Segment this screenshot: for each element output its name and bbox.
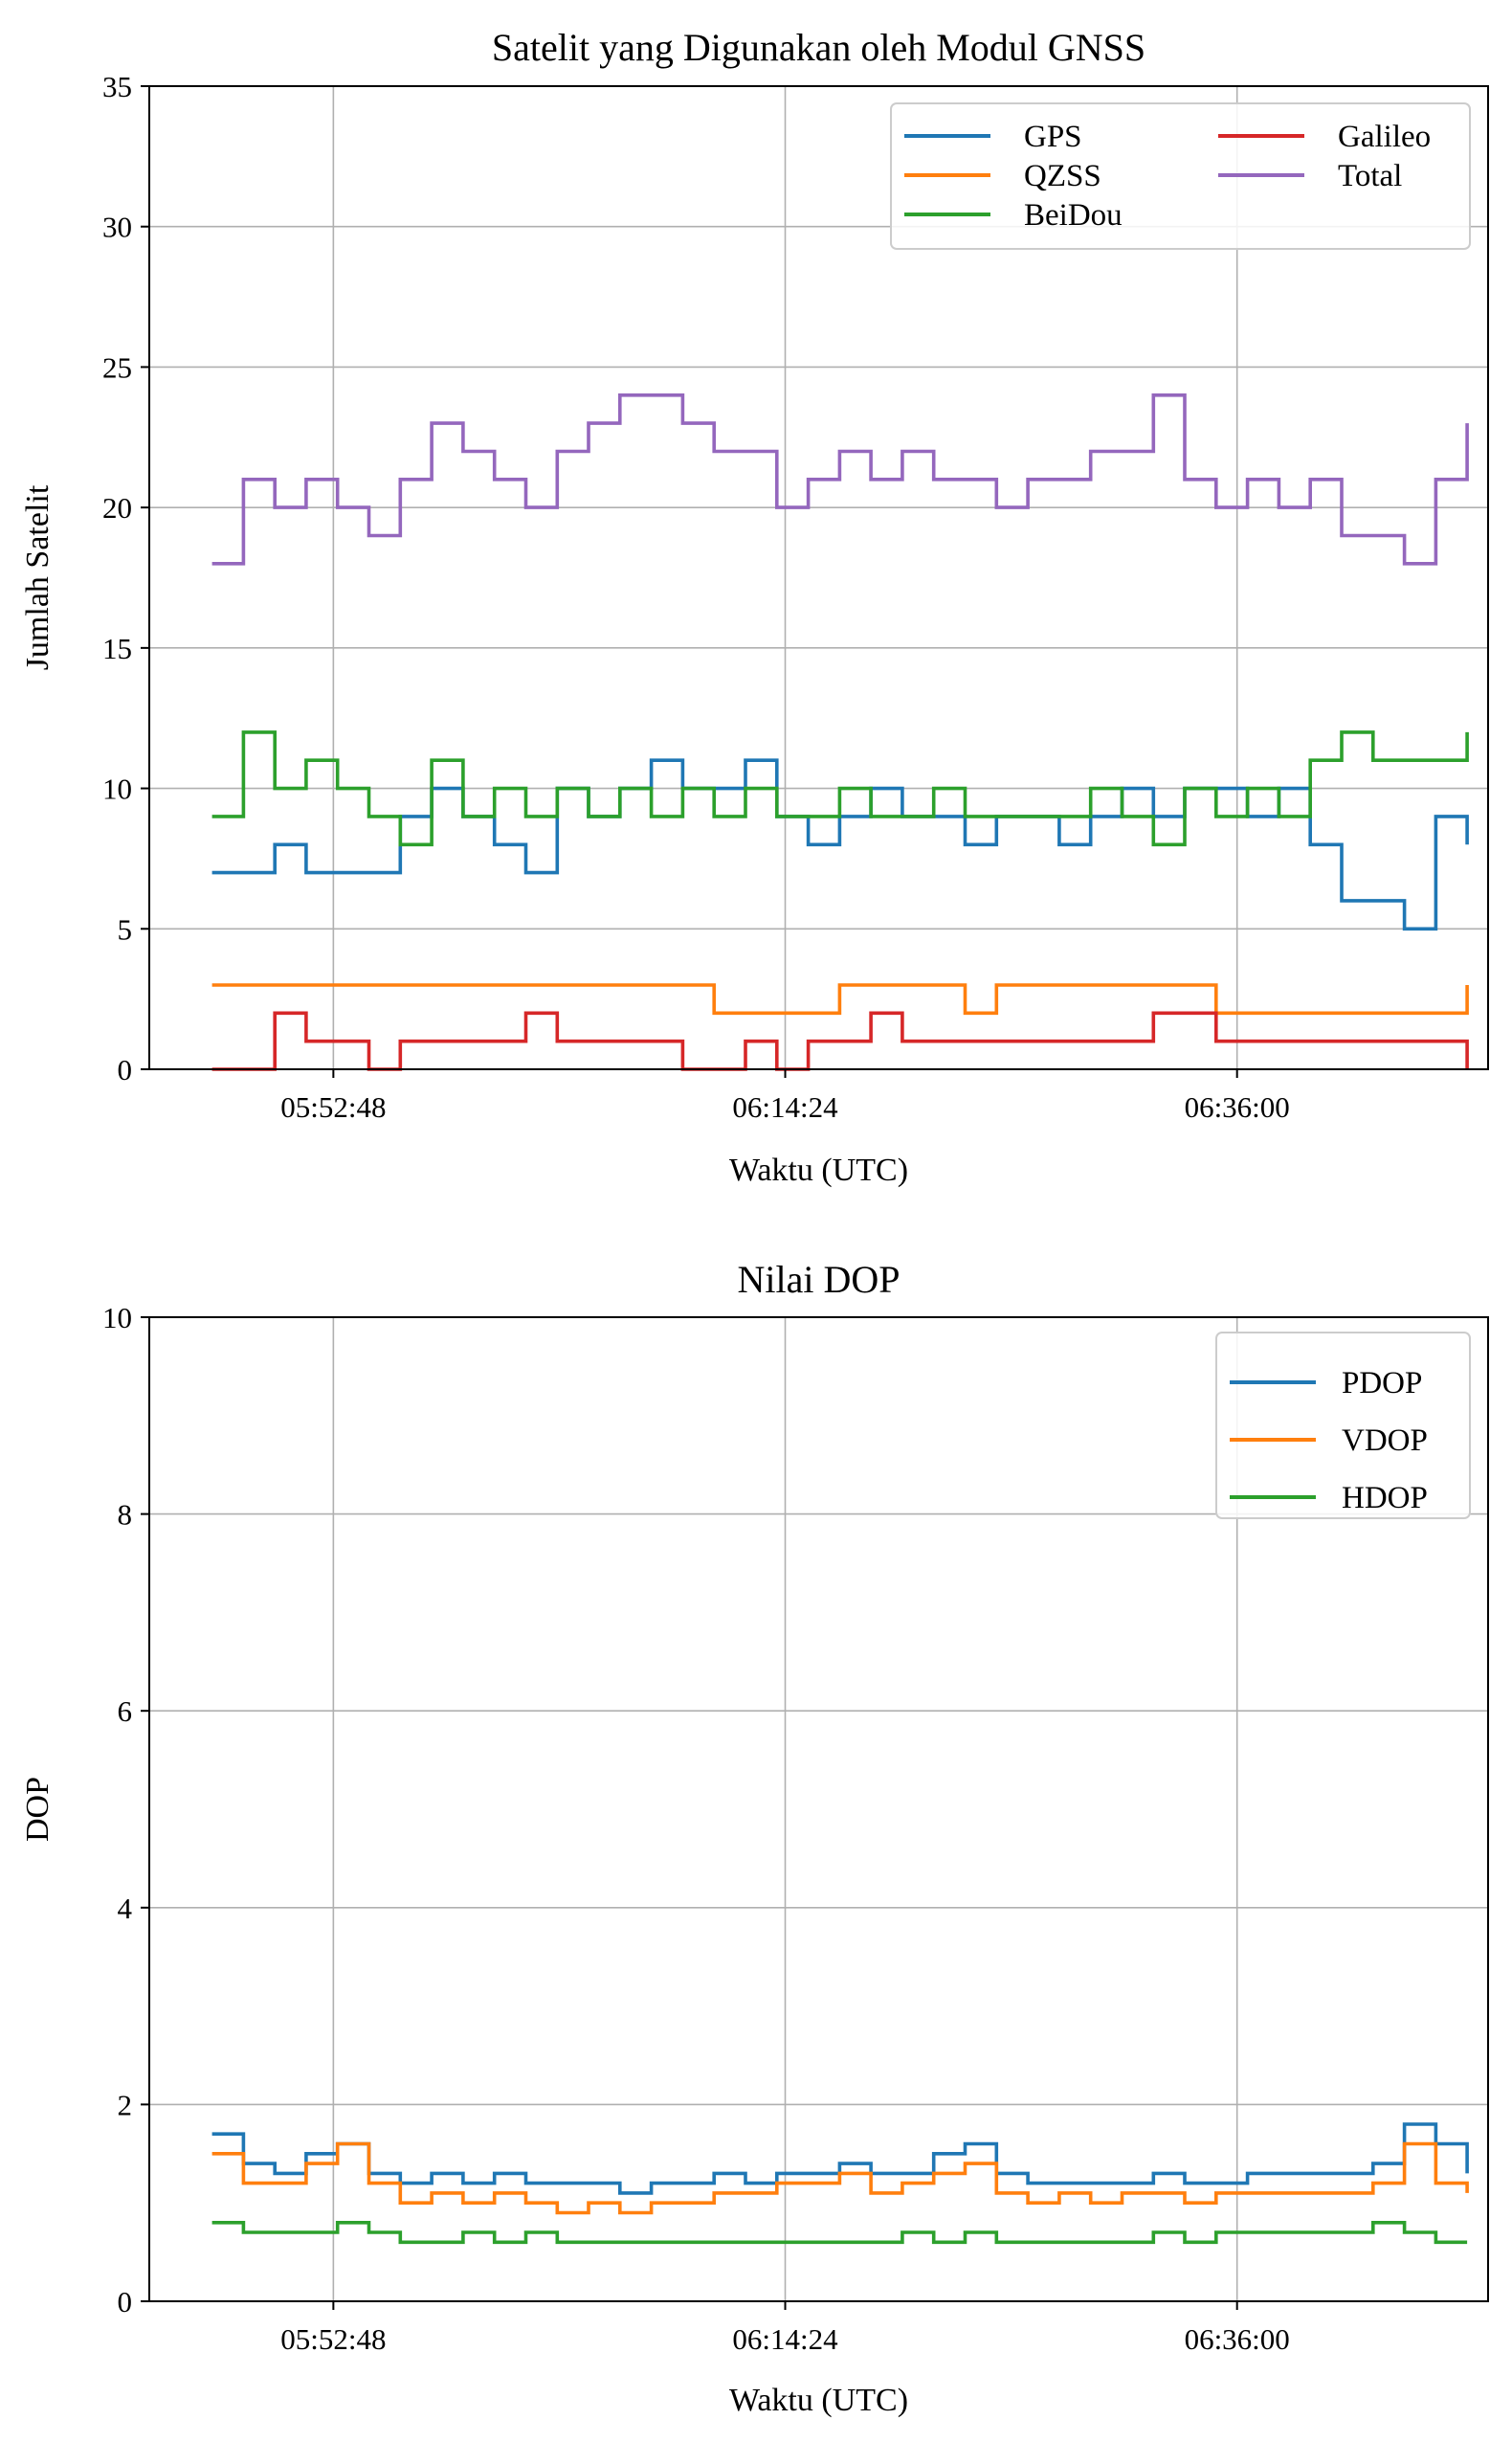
y-tick-label: 35 (102, 70, 132, 103)
chart-title: Satelit yang Digunakan oleh Modul GNSS (492, 26, 1145, 69)
y-tick-label: 25 (102, 350, 132, 384)
series-line-pdop (211, 2122, 1469, 2195)
legend-label-hdop: HDOP (1342, 1481, 1428, 1515)
series-line-hdop (211, 2221, 1468, 2245)
y-tick-label: 30 (102, 211, 132, 244)
axes-frame (148, 85, 1489, 1070)
plot-area (149, 86, 1488, 1069)
dop-chart: 0 2 4 6 8 10 05:52:48 06:14:24 06:36:00 Nilai DOP… (20, 1258, 1489, 2418)
y-tick-label: 20 (102, 491, 132, 525)
x-tick-label: 05:52:48 (280, 2322, 386, 2356)
legend: GPS QZSS BeiDou Galileo Total (890, 102, 1471, 250)
x-tick-label: 06:14:24 (732, 1090, 838, 1124)
y-axis-label: DOP (20, 1777, 56, 1842)
legend-label-pdop: PDOP (1342, 1366, 1422, 1400)
y-tick-label: 4 (118, 1892, 133, 1925)
y-tick-label: 0 (118, 2285, 133, 2319)
legend-label-galileo: Galileo (1338, 120, 1431, 154)
y-tick-label: 2 (118, 2088, 133, 2121)
legend-label-vdop: VDOP (1342, 1423, 1428, 1458)
x-axis-label: Waktu (UTC) (729, 2383, 908, 2418)
chart-title: Nilai DOP (738, 1258, 901, 1301)
y-tick-label: 15 (102, 632, 132, 665)
legend-box (1215, 1332, 1471, 1519)
y-tick-label: 0 (118, 1053, 133, 1087)
series-line-vdop (211, 2141, 1469, 2215)
y-tick-label: 10 (102, 773, 132, 806)
series-line-total (211, 393, 1469, 566)
x-tick-label: 06:14:24 (732, 2322, 838, 2356)
axes-frame (148, 1316, 1489, 2302)
y-tick-label: 10 (102, 1301, 132, 1334)
legend-label-total: Total (1338, 159, 1402, 193)
x-tick-label: 05:52:48 (280, 1090, 386, 1124)
y-tick-label: 6 (118, 1694, 133, 1728)
y-axis-label: Jumlah Satelit (20, 484, 56, 670)
satellite-count-chart: 0 5 10 15 20 25 30 35 05:52:48 06:14:24 06:36:00 Sa… (20, 26, 1489, 1188)
y-tick-label: 8 (118, 1498, 133, 1532)
legend-label-beidou: BeiDou (1024, 198, 1123, 233)
y-tick-label: 5 (118, 912, 133, 946)
legend: PDOP VDOP HDOP (1215, 1332, 1471, 1519)
series-line-qzss (211, 983, 1469, 1016)
legend-box (890, 102, 1471, 250)
x-tick-label: 06:36:00 (1185, 2322, 1290, 2356)
x-tick-label: 06:36:00 (1185, 1090, 1290, 1124)
legend-label-gps: GPS (1024, 120, 1082, 154)
legend-label-qzss: QZSS (1024, 159, 1101, 193)
x-axis-label: Waktu (UTC) (729, 1153, 908, 1188)
series-line-beidou (211, 730, 1469, 847)
